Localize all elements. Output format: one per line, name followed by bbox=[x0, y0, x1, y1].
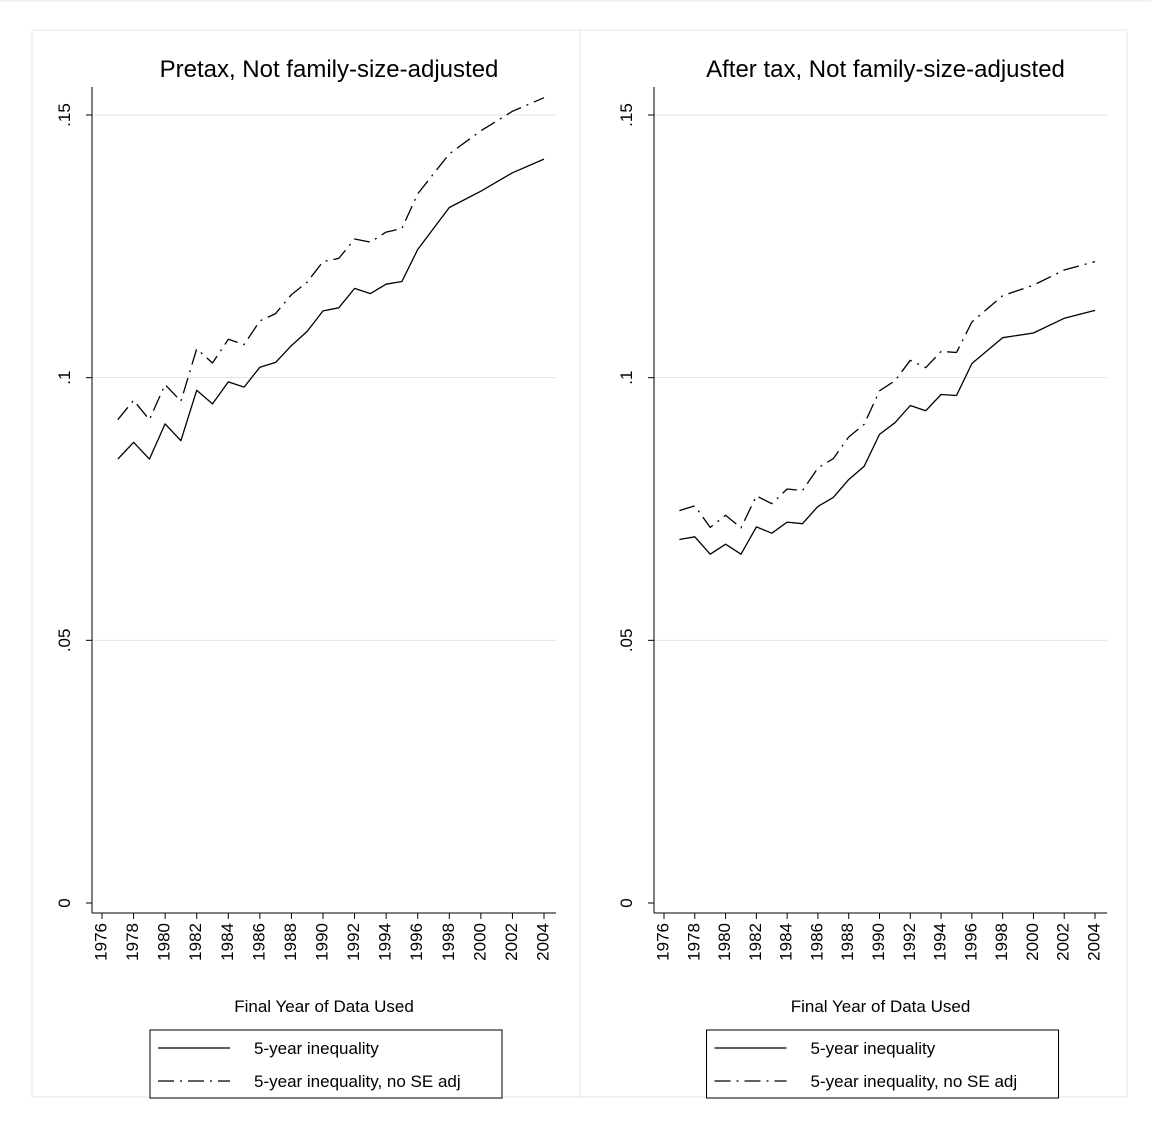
series-line-2 bbox=[117, 97, 545, 421]
x-tick-label: 2004 bbox=[1084, 923, 1103, 961]
y-tick-label: .1 bbox=[55, 371, 74, 385]
series-line-1 bbox=[117, 158, 545, 460]
x-tick-label: 1978 bbox=[123, 923, 142, 961]
x-tick-label: 2002 bbox=[502, 923, 521, 961]
series-line-1 bbox=[679, 309, 1096, 555]
x-tick-label: 1982 bbox=[186, 923, 205, 961]
x-tick-label: 1998 bbox=[992, 923, 1011, 961]
x-tick-label: 1980 bbox=[715, 923, 734, 961]
x-axis-title: Final Year of Data Used bbox=[234, 997, 414, 1016]
x-tick-label: 1996 bbox=[961, 923, 980, 961]
x-tick-label: 1986 bbox=[807, 923, 826, 961]
chart-title: After tax, Not family-size-adjusted bbox=[706, 56, 1065, 83]
series-line-2 bbox=[679, 260, 1096, 529]
legend-box bbox=[149, 1029, 503, 1099]
chart-panel-2: After tax, Not family-size-adjusted 0 .05.… bbox=[579, 29, 1128, 1099]
x-tick-label: 1978 bbox=[684, 923, 703, 961]
legend-label: 5-year inequality, no SE adj bbox=[811, 1072, 1018, 1091]
y-tick-label: .15 bbox=[55, 103, 74, 127]
x-tick-label: 1984 bbox=[777, 923, 796, 961]
y-tick-label: .15 bbox=[617, 103, 636, 127]
x-axis-title: Final Year of Data Used bbox=[791, 997, 971, 1016]
legend-label: 5-year inequality, no SE adj bbox=[254, 1072, 461, 1091]
y-tick-label: 0 bbox=[617, 898, 636, 907]
x-tick-label: 1998 bbox=[439, 923, 458, 961]
y-tick-label: .05 bbox=[55, 629, 74, 653]
x-tick-label: 1988 bbox=[281, 923, 300, 961]
x-tick-label: 1990 bbox=[869, 923, 888, 961]
x-tick-label: 1992 bbox=[344, 923, 363, 961]
x-tick-label: 1988 bbox=[838, 923, 857, 961]
x-tick-label: 2000 bbox=[1023, 923, 1042, 961]
x-tick-label: 2002 bbox=[1054, 923, 1073, 961]
x-tick-label: 1992 bbox=[900, 923, 919, 961]
chart-title: Pretax, Not family-size-adjusted bbox=[160, 56, 499, 83]
x-tick-label: 1982 bbox=[746, 923, 765, 961]
x-tick-label: 2000 bbox=[470, 923, 489, 961]
y-tick-label: .1 bbox=[617, 371, 636, 385]
x-tick-label: 1976 bbox=[91, 923, 110, 961]
x-tick-label: 1976 bbox=[653, 923, 672, 961]
x-tick-label: 1984 bbox=[218, 923, 237, 961]
legend-box bbox=[706, 1029, 1059, 1099]
x-tick-label: 1990 bbox=[312, 923, 331, 961]
legend-label: 5-year inequality bbox=[811, 1039, 936, 1058]
x-tick-label: 2004 bbox=[533, 923, 552, 961]
x-tick-label: 1994 bbox=[931, 923, 950, 961]
y-tick-label: .05 bbox=[617, 629, 636, 653]
x-tick-label: 1980 bbox=[155, 923, 174, 961]
chart-panel-1: Pretax, Not family-size-adjusted 0 .05 .1 .1… bbox=[31, 29, 581, 1099]
legend-label: 5-year inequality bbox=[254, 1039, 379, 1058]
x-tick-label: 1994 bbox=[376, 923, 395, 961]
y-tick-label: 0 bbox=[55, 898, 74, 907]
x-tick-label: 1986 bbox=[249, 923, 268, 961]
x-tick-label: 1996 bbox=[407, 923, 426, 961]
